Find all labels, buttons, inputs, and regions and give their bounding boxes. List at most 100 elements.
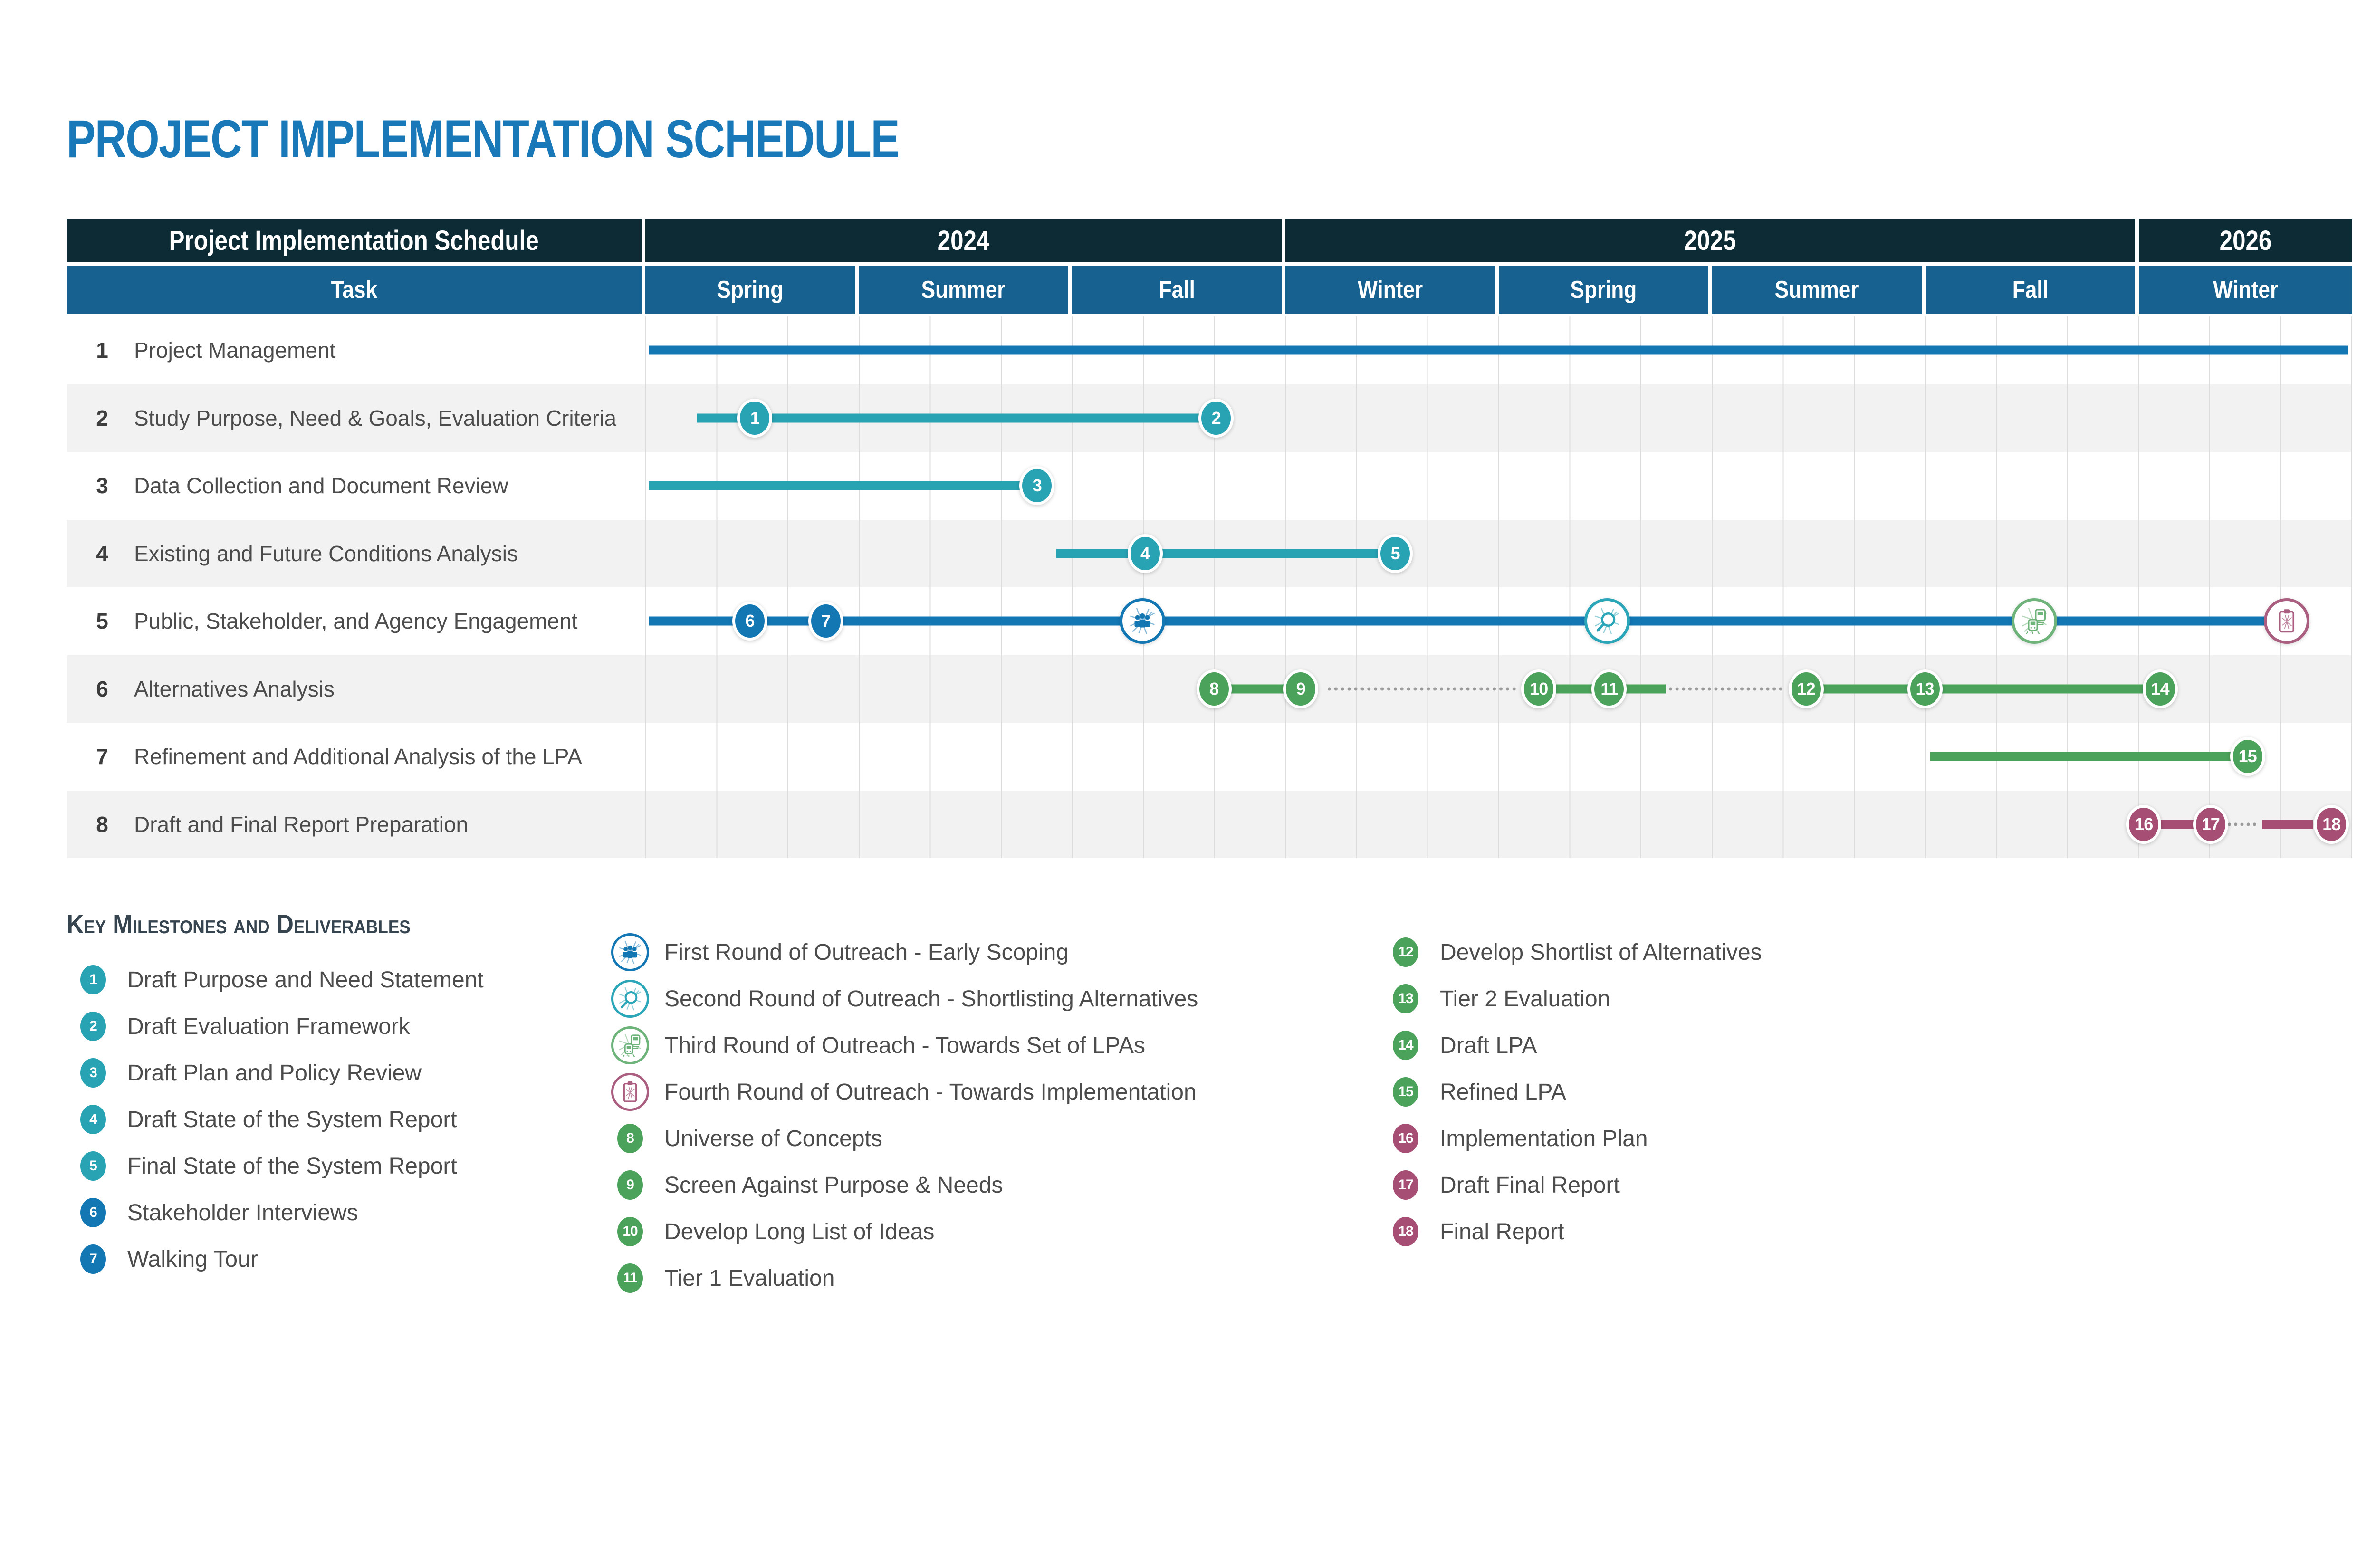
milestone-14: 14 (2142, 669, 2178, 708)
legend-badge-wrap: 6 (71, 1198, 115, 1227)
legend-badge-2: 2 (80, 1012, 106, 1041)
milestone-13: 13 (1907, 669, 1943, 708)
gantt-bar (2262, 820, 2313, 829)
legend-label: Draft Plan and Policy Review (127, 1060, 422, 1086)
legend-badge-wrap: 5 (71, 1151, 115, 1181)
task-timeline-strip: 15 (645, 723, 2352, 791)
legend-label: Draft Final Report (1440, 1172, 1620, 1198)
year-label: 2025 (1684, 225, 1736, 256)
legend-label: First Round of Outreach - Early Scoping (664, 939, 1069, 965)
legend-item: 6 Stakeholder Interviews (71, 1189, 484, 1236)
outreach-4-icon (2263, 598, 2309, 644)
gantt-bar (696, 413, 1217, 423)
task-number: 6 (96, 676, 108, 701)
legend-badge-14: 14 (1393, 1031, 1418, 1060)
season-header-1: Spring (645, 266, 859, 314)
year-header-2024: 2024 (645, 219, 1285, 262)
legend-badge-15: 15 (1393, 1077, 1418, 1107)
legend-label: Draft LPA (1440, 1033, 1537, 1058)
table-header-title: Project Implementation Schedule (169, 225, 539, 256)
page-title: PROJECT IMPLEMENTATION SCHEDULE (67, 109, 900, 169)
task-number: 5 (96, 609, 108, 634)
milestone-10: 10 (1521, 669, 1557, 708)
legend-badge-17: 17 (1393, 1170, 1418, 1200)
legend-label: Fourth Round of Outreach - Towards Imple… (664, 1079, 1197, 1105)
legend-label: Walking Tour (127, 1246, 258, 1272)
outreach-2-icon (1584, 598, 1630, 644)
legend-badge-wrap: 14 (1384, 1031, 1428, 1060)
legend-badge-wrap: 3 (71, 1058, 115, 1088)
task-name: Public, Stakeholder, and Agency Engageme… (134, 609, 578, 634)
legend-badge-5: 5 (80, 1151, 106, 1181)
season-label: Winter (2213, 276, 2279, 304)
legend-item: 7 Walking Tour (71, 1236, 484, 1282)
legend-badge-3: 3 (80, 1058, 106, 1088)
legend-label: Stakeholder Interviews (127, 1200, 358, 1225)
legend-label: Final State of the System Report (127, 1153, 457, 1179)
legend-label: Second Round of Outreach - Shortlisting … (664, 986, 1198, 1012)
task-column-header: Task (331, 276, 377, 304)
gantt-bar-dotted (1328, 687, 1516, 691)
task-row-6: 6 Alternatives Analysis 8 9 10 11 12 13 14 (67, 655, 2352, 723)
milestone-16: 16 (2126, 804, 2162, 844)
gantt-bar (1806, 684, 2160, 694)
season-label: Fall (1159, 276, 1195, 304)
legend-badge-wrap: 2 (71, 1012, 115, 1041)
legend-item: 16 Implementation Plan (1384, 1115, 1762, 1162)
outreach-1-icon (1119, 598, 1165, 644)
legend-label: Universe of Concepts (664, 1126, 882, 1151)
legend-badge-wrap: 11 (608, 1263, 652, 1293)
legend-icon-wrap (608, 980, 652, 1018)
legend-badge-wrap: 1 (71, 965, 115, 994)
milestone-9: 9 (1283, 669, 1319, 708)
task-number: 4 (96, 541, 108, 566)
season-label: Summer (921, 276, 1006, 304)
legend-label: Tier 2 Evaluation (1440, 986, 1610, 1012)
milestone-18: 18 (2314, 804, 2349, 844)
season-header-5: Spring (1499, 266, 1712, 314)
task-row-5: 5 Public, Stakeholder, and Agency Engagem… (67, 587, 2352, 655)
legend-badge-12: 12 (1393, 937, 1418, 967)
legend-badge-6: 6 (80, 1198, 106, 1227)
milestone-2: 2 (1198, 398, 1234, 438)
legend-label: Draft Evaluation Framework (127, 1013, 410, 1039)
legend-item: Fourth Round of Outreach - Towards Imple… (608, 1069, 1198, 1115)
milestone-8: 8 (1196, 669, 1232, 708)
season-header-7: Fall (1926, 266, 2139, 314)
season-header-4: Winter (1285, 266, 1499, 314)
legend-title: Key Milestones and Deliverables (67, 909, 411, 939)
milestone-15: 15 (2230, 737, 2265, 776)
season-label: Winter (1357, 276, 1423, 304)
outreach-3-icon (611, 1026, 649, 1064)
legend-badge-wrap: 8 (608, 1124, 652, 1153)
legend-label: Refined LPA (1440, 1079, 1566, 1105)
year-label: 2026 (2219, 225, 2272, 256)
task-row-2: 2 Study Purpose, Need & Goals, Evaluation… (67, 384, 2352, 452)
gantt-chart-body: 1 Project Management 2 Study Purpose, Need … (67, 316, 2352, 858)
task-name: Alternatives Analysis (134, 676, 335, 701)
task-timeline-strip (645, 316, 2352, 384)
legend-label: Implementation Plan (1440, 1126, 1648, 1151)
legend-item: 12 Develop Shortlist of Alternatives (1384, 929, 1762, 975)
season-label: Spring (717, 276, 784, 304)
legend-badge-wrap: 13 (1384, 984, 1428, 1013)
season-label: Summer (1775, 276, 1859, 304)
legend-badge-11: 11 (617, 1263, 643, 1293)
legend-icon-wrap (608, 1073, 652, 1111)
season-header-8: Winter (2139, 266, 2352, 314)
legend-item: 10 Develop Long List of Ideas (608, 1208, 1198, 1255)
gantt-bar (649, 345, 2348, 355)
task-timeline-strip: 8 9 10 11 12 13 14 (645, 655, 2352, 723)
legend-label: Third Round of Outreach - Towards Set of… (664, 1033, 1146, 1058)
legend-badge-7: 7 (80, 1244, 106, 1274)
legend-item: First Round of Outreach - Early Scoping (608, 929, 1198, 975)
legend-badge-13: 13 (1393, 984, 1418, 1013)
legend-icon-wrap (608, 1026, 652, 1064)
legend-badge-16: 16 (1393, 1124, 1418, 1153)
milestone-5: 5 (1378, 534, 1413, 573)
gantt-bar (1214, 684, 1301, 694)
season-header-6: Summer (1712, 266, 1926, 314)
table-header-seasons-row: Task Spring Summer Fall Winter Spring Summer F… (67, 266, 2352, 314)
